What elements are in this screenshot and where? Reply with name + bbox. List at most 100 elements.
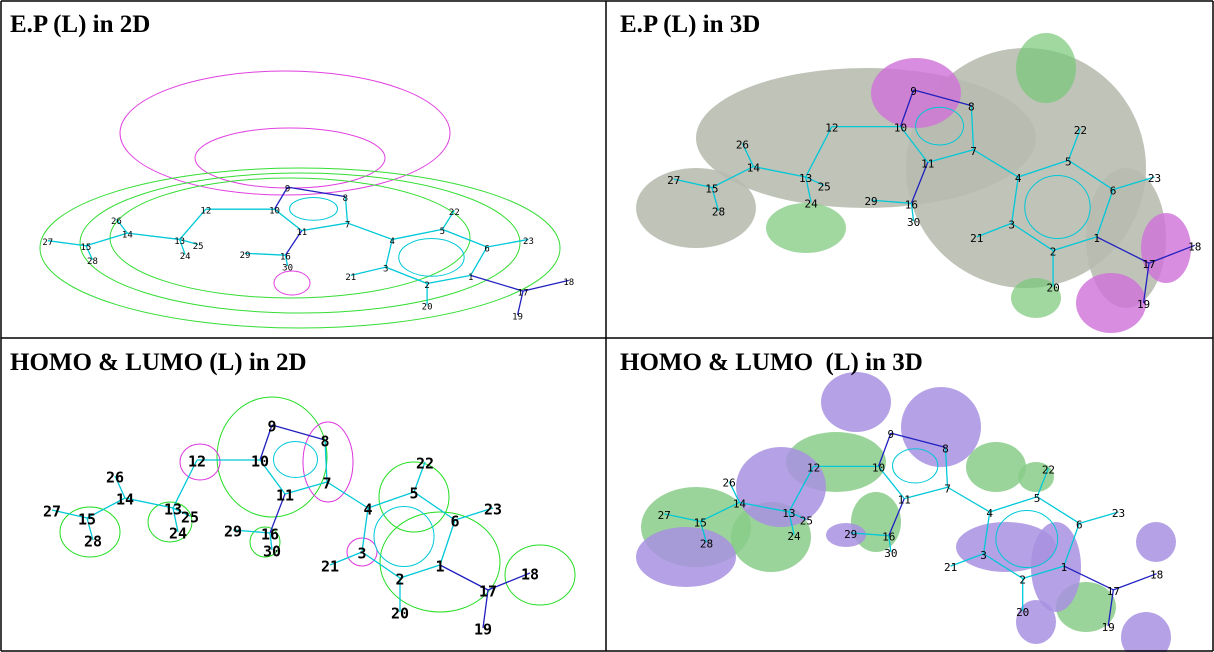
atom-label: 10 xyxy=(872,461,885,474)
atom-label: 28 xyxy=(84,533,102,551)
atom-label: 7 xyxy=(322,475,331,493)
atom-label: 29 xyxy=(224,523,242,541)
atom-label: 6 xyxy=(1076,518,1083,531)
atom-label: 11 xyxy=(296,228,307,238)
atom-label: 17 xyxy=(518,289,529,299)
atom-label: 4 xyxy=(363,501,372,519)
atom-label: 24 xyxy=(804,197,818,210)
panel-title: E.P (L) in 3D xyxy=(620,11,760,38)
atom-label: 28 xyxy=(700,537,713,550)
atom-label: 11 xyxy=(898,494,911,507)
atom-label: 6 xyxy=(484,244,489,254)
atom-label: 26 xyxy=(106,469,124,487)
surface xyxy=(1016,33,1076,103)
atom-label: 9 xyxy=(285,185,290,195)
atom-label: 11 xyxy=(276,487,294,505)
lobe xyxy=(901,387,981,467)
atom-label: 5 xyxy=(409,485,418,503)
atom-label: 30 xyxy=(907,216,920,229)
lobe xyxy=(821,372,891,432)
atom-label: 24 xyxy=(180,252,191,262)
atom-label: 3 xyxy=(1008,218,1015,231)
atom-label: 29 xyxy=(844,528,857,541)
atom-label: 5 xyxy=(1034,492,1041,505)
panel-title: E.P (L) in 2D xyxy=(10,11,150,38)
atom-label: 3 xyxy=(357,545,366,563)
atom-label: 19 xyxy=(1137,298,1150,311)
figure: 1234567891011121314151617181920212223242… xyxy=(0,0,1214,652)
atom-label: 12 xyxy=(825,122,838,135)
atom-label: 27 xyxy=(667,174,680,187)
atom-label: 7 xyxy=(970,145,977,158)
atom-label: 26 xyxy=(736,138,749,151)
atom-label: 5 xyxy=(440,227,445,237)
atom-label: 8 xyxy=(343,194,348,204)
atom-label: 1 xyxy=(468,273,473,283)
atom-label: 30 xyxy=(263,543,281,561)
atom-label: 6 xyxy=(450,513,459,531)
atom-label: 30 xyxy=(282,263,293,273)
atom-label: 17 xyxy=(479,583,497,601)
atom-label: 13 xyxy=(164,501,182,519)
atom-label: 11 xyxy=(921,157,934,170)
atom-label: 27 xyxy=(42,238,53,248)
atom-label: 9 xyxy=(910,85,917,98)
atom-label: 22 xyxy=(1042,463,1055,476)
surface xyxy=(766,203,846,253)
atom-label: 20 xyxy=(391,605,409,623)
atom-label: 4 xyxy=(986,507,993,520)
atom-label: 1 xyxy=(1093,232,1100,245)
lobe xyxy=(636,527,736,587)
atom-label: 21 xyxy=(321,558,339,576)
atom-label: 21 xyxy=(944,561,957,574)
atom-label: 13 xyxy=(174,237,185,247)
surface xyxy=(1076,273,1146,333)
atom-label: 15 xyxy=(705,183,718,196)
atom-label: 14 xyxy=(733,497,747,510)
atom-label: 28 xyxy=(712,206,725,219)
atom-label: 23 xyxy=(1148,172,1161,185)
atom-label: 10 xyxy=(269,207,280,217)
atom-label: 14 xyxy=(116,491,134,509)
atom-label: 13 xyxy=(782,507,795,520)
atom-label: 22 xyxy=(1074,124,1087,137)
atom-label: 19 xyxy=(474,621,492,639)
atom-label: 13 xyxy=(799,172,812,185)
atom-label: 16 xyxy=(261,526,279,544)
atom-label: 23 xyxy=(523,237,534,247)
atom-label: 9 xyxy=(267,418,276,436)
atom-label: 2 xyxy=(1050,246,1057,259)
atom-label: 24 xyxy=(787,530,801,543)
atom-label: 20 xyxy=(1046,281,1059,294)
surface xyxy=(1141,213,1191,283)
atom-label: 20 xyxy=(1016,606,1029,619)
atom-label: 15 xyxy=(81,243,92,253)
atom-label: 16 xyxy=(280,253,291,263)
atom-label: 5 xyxy=(1065,155,1072,168)
atom-label: 9 xyxy=(888,428,895,441)
atom-label: 12 xyxy=(807,461,820,474)
atom-label: 18 xyxy=(521,566,539,584)
lobe xyxy=(1136,522,1176,562)
atom-label: 29 xyxy=(240,251,251,261)
lobe xyxy=(1031,522,1081,612)
atom-label: 7 xyxy=(345,221,350,231)
atom-label: 18 xyxy=(563,278,574,288)
atom-label: 18 xyxy=(1150,569,1163,582)
atom-label: 19 xyxy=(1102,621,1115,634)
atom-label: 2 xyxy=(395,571,404,589)
atom-label: 23 xyxy=(484,501,502,519)
atom-label: 24 xyxy=(169,525,187,543)
atom-label: 16 xyxy=(882,531,895,544)
atom-label: 4 xyxy=(1015,172,1022,185)
atom-label: 15 xyxy=(78,511,96,529)
atom-label: 2 xyxy=(424,281,429,291)
atom-label: 28 xyxy=(87,257,98,267)
atom-label: 14 xyxy=(747,162,761,175)
atom-label: 29 xyxy=(864,195,877,208)
atom-label: 3 xyxy=(383,265,388,275)
atom-label: 12 xyxy=(200,207,211,217)
atom-label: 1 xyxy=(1061,561,1068,574)
atom-label: 21 xyxy=(970,232,983,245)
atom-label: 15 xyxy=(694,516,707,529)
